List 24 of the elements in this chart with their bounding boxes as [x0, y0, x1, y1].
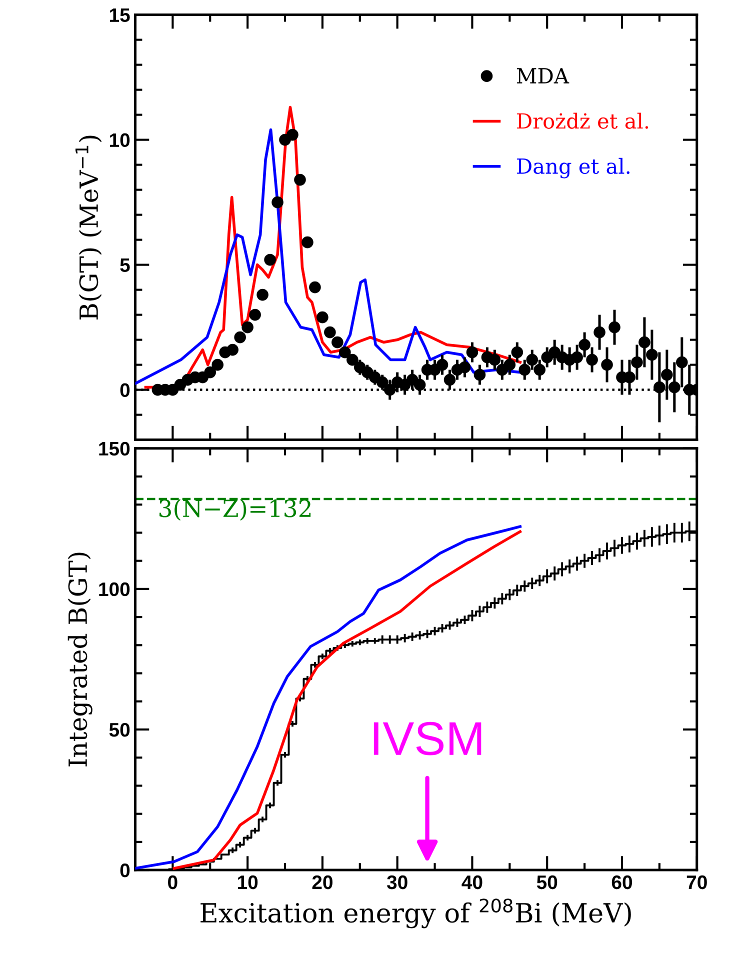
x-tick-label: 70 [686, 875, 707, 890]
y-tick-label: 0 [120, 383, 130, 398]
x-tick-label: 30 [386, 875, 408, 890]
legend-label: Drożdż et al. [517, 112, 648, 129]
legend-label: MDA [516, 68, 570, 84]
y-tick-label: 150 [99, 442, 130, 456]
y-axis-title: B(GT) (MeV$^{−1}$) [75, 136, 102, 320]
y-tick-label: 10 [110, 133, 130, 148]
x-tick-label: 10 [238, 875, 258, 890]
legend-label: Dang et al. [517, 158, 630, 178]
y-tick-label: 50 [109, 722, 130, 737]
x-tick-label: 50 [536, 875, 558, 890]
x-tick-label: 0 [168, 875, 178, 890]
y-axis-title: Integrated B(GT) [68, 552, 92, 766]
y-tick-label: 100 [99, 582, 130, 596]
annotation: IVSM [374, 722, 482, 756]
ref-line-label: 3(N−Z)=132 [160, 498, 311, 521]
y-tick-label: 0 [120, 864, 130, 878]
x-tick-label: 60 [612, 875, 632, 890]
x-tick-label: 20 [312, 875, 332, 890]
x-axis-title: Excitation energy of $^{208}$Bi (MeV) [200, 898, 631, 928]
y-tick-label: 5 [120, 258, 130, 272]
x-tick-label: 40 [462, 875, 482, 890]
y-tick-label: 15 [110, 8, 130, 22]
